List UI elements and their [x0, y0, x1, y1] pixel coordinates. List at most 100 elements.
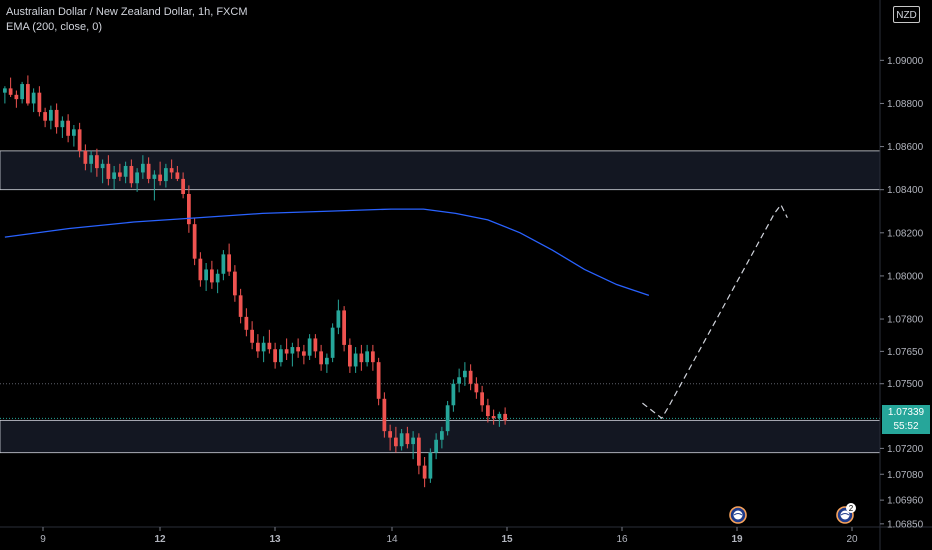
candle[interactable]	[284, 338, 289, 360]
candle[interactable]	[135, 168, 139, 192]
candle[interactable]	[187, 185, 191, 233]
candle[interactable]	[474, 377, 479, 399]
sr-zone-0[interactable]	[0, 150, 881, 191]
candle[interactable]	[37, 86, 42, 117]
symbol-title[interactable]: Australian Dollar / New Zealand Dollar, …	[6, 6, 248, 18]
candle[interactable]	[26, 75, 30, 106]
candle[interactable]	[503, 407, 507, 425]
candle[interactable]	[49, 105, 53, 130]
currency-badge[interactable]: NZD	[893, 6, 920, 23]
earth-globe-icon[interactable]	[729, 506, 747, 524]
candle[interactable]	[411, 431, 415, 460]
candle[interactable]	[440, 426, 444, 449]
candle[interactable]	[95, 148, 99, 177]
candle[interactable]	[445, 400, 450, 436]
candle[interactable]	[394, 426, 398, 453]
candle[interactable]	[244, 308, 249, 337]
candle[interactable]	[227, 243, 231, 276]
candle[interactable]	[181, 172, 185, 199]
candle[interactable]	[348, 338, 352, 373]
candle[interactable]	[336, 299, 341, 335]
candle[interactable]	[238, 288, 243, 324]
candle[interactable]	[267, 329, 272, 354]
candle[interactable]	[302, 344, 306, 365]
candle[interactable]	[325, 353, 329, 373]
candle[interactable]	[43, 107, 47, 128]
candle[interactable]	[365, 344, 369, 367]
candle[interactable]	[77, 122, 82, 158]
candle[interactable]	[330, 323, 335, 363]
candle[interactable]	[112, 165, 116, 190]
candle[interactable]	[307, 334, 312, 360]
candle[interactable]	[463, 362, 467, 386]
candle[interactable]	[313, 334, 318, 358]
earth-globe-icon[interactable]: 2	[836, 503, 856, 524]
candle[interactable]	[141, 155, 145, 179]
ema-indicator-label[interactable]: EMA (200, close, 0)	[6, 21, 102, 33]
candle[interactable]	[451, 379, 456, 412]
candle[interactable]	[204, 262, 208, 292]
candle[interactable]	[210, 260, 214, 289]
candle[interactable]	[60, 116, 65, 138]
candle[interactable]	[434, 433, 438, 460]
candle[interactable]	[353, 347, 358, 373]
candle[interactable]	[497, 411, 502, 427]
candle[interactable]	[175, 165, 180, 182]
candle[interactable]	[146, 157, 151, 184]
candle[interactable]	[279, 344, 283, 367]
price-tick-label: 1.09000	[887, 56, 924, 67]
candle[interactable]	[399, 428, 404, 451]
candle[interactable]	[261, 336, 266, 363]
candle[interactable]	[382, 392, 387, 438]
candle[interactable]	[169, 159, 174, 179]
candle[interactable]	[8, 77, 13, 97]
candle[interactable]	[417, 433, 421, 475]
candle[interactable]	[319, 344, 323, 371]
candle[interactable]	[290, 342, 295, 367]
candle[interactable]	[164, 163, 168, 188]
candle[interactable]	[221, 250, 226, 281]
candle[interactable]	[129, 159, 134, 188]
candle[interactable]	[428, 448, 433, 483]
candle[interactable]	[14, 90, 19, 108]
candle[interactable]	[83, 144, 88, 171]
candle[interactable]	[66, 114, 70, 143]
candle[interactable]	[198, 252, 203, 287]
candle[interactable]	[20, 81, 24, 104]
candle[interactable]	[250, 321, 254, 350]
candle[interactable]	[89, 150, 93, 173]
candle[interactable]	[376, 357, 381, 406]
candle[interactable]	[152, 170, 157, 201]
candle[interactable]	[486, 398, 490, 423]
candle[interactable]	[123, 161, 128, 184]
candle[interactable]	[192, 217, 197, 266]
candle[interactable]	[388, 424, 392, 451]
candle[interactable]	[296, 338, 300, 358]
candle[interactable]	[215, 269, 220, 294]
candle[interactable]	[491, 409, 496, 425]
candle[interactable]	[273, 342, 277, 369]
ema-200-line[interactable]	[4, 208, 650, 296]
candle[interactable]	[457, 368, 461, 393]
candle[interactable]	[31, 88, 36, 113]
candle[interactable]	[106, 155, 111, 186]
candle[interactable]	[256, 334, 260, 358]
candle[interactable]	[405, 426, 410, 449]
candle[interactable]	[342, 306, 346, 352]
candle[interactable]	[480, 385, 484, 412]
candle[interactable]	[72, 125, 76, 147]
candle[interactable]	[100, 159, 105, 184]
candle[interactable]	[158, 161, 162, 186]
candle[interactable]	[359, 344, 364, 371]
candle[interactable]	[371, 344, 375, 371]
candle[interactable]	[422, 457, 427, 488]
projection-path[interactable]	[642, 203, 788, 420]
candle[interactable]	[233, 265, 237, 302]
candle[interactable]	[54, 103, 59, 134]
candle[interactable]	[468, 364, 473, 391]
candle[interactable]	[3, 86, 7, 104]
candle[interactable]	[118, 163, 122, 182]
events-layer[interactable]: 2	[729, 503, 856, 524]
